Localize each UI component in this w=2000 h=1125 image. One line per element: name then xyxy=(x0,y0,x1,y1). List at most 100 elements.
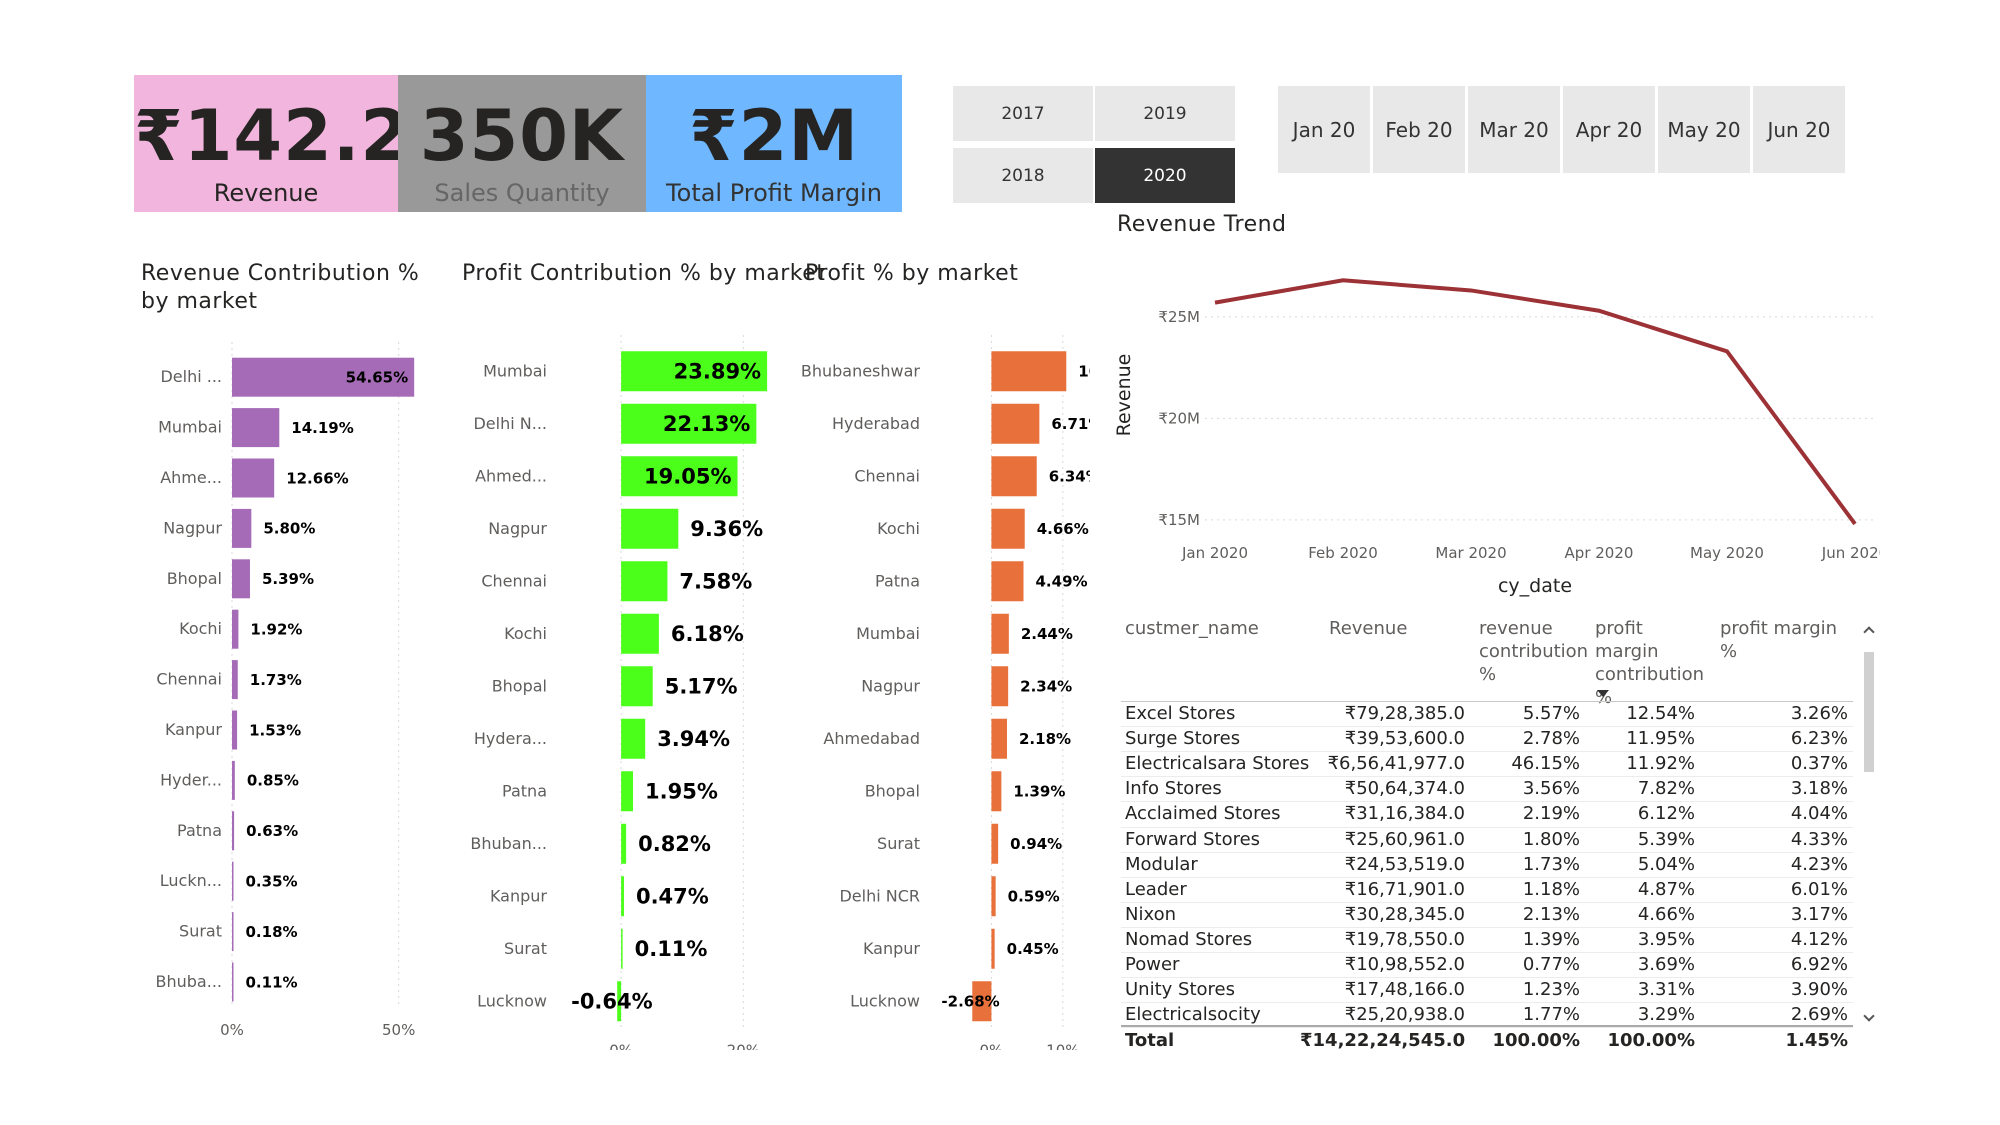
table-cell: 3.90% xyxy=(1790,979,1848,1001)
x-axis-title: cy_date xyxy=(1498,575,1572,597)
col-header-customer-name[interactable]: custmer_name xyxy=(1125,618,1259,639)
category-label: Chennai xyxy=(854,466,920,485)
table-row[interactable] xyxy=(1121,977,1853,979)
bar[interactable] xyxy=(991,508,1025,549)
bar[interactable] xyxy=(232,508,252,548)
total-cell: 100.00% xyxy=(1607,1030,1696,1051)
bar[interactable] xyxy=(232,559,250,599)
bar[interactable] xyxy=(232,458,275,498)
bar[interactable] xyxy=(621,928,623,969)
table-row[interactable] xyxy=(1121,826,1853,828)
month-button-feb[interactable]: Feb 20 xyxy=(1373,86,1465,173)
x-tick-label: 10% xyxy=(1046,1042,1079,1051)
bar[interactable] xyxy=(991,561,1024,602)
year-button-2019[interactable]: 2019 xyxy=(1095,86,1235,141)
bar[interactable] xyxy=(991,771,1002,812)
month-button-mar[interactable]: Mar 20 xyxy=(1468,86,1560,173)
scroll-up-icon[interactable] xyxy=(1863,626,1875,638)
bar[interactable] xyxy=(621,876,624,917)
bar[interactable] xyxy=(991,823,999,864)
month-button-apr[interactable]: Apr 20 xyxy=(1563,86,1655,173)
bar[interactable] xyxy=(232,710,238,750)
scrollbar-thumb[interactable] xyxy=(1864,652,1874,772)
month-button-jan[interactable]: Jan 20 xyxy=(1278,86,1370,173)
customer-name-cell: Leader xyxy=(1125,878,1187,900)
table-scrollbar[interactable] xyxy=(1862,620,1876,1030)
bar[interactable] xyxy=(991,456,1037,497)
table-row[interactable] xyxy=(1121,851,1853,853)
bar[interactable] xyxy=(232,660,238,700)
bar[interactable] xyxy=(991,928,995,969)
bar[interactable] xyxy=(991,666,1009,707)
category-label: Luckn... xyxy=(160,871,222,890)
category-label: Nagpur xyxy=(163,518,222,537)
customer-name-cell: Unity Stores xyxy=(1125,979,1235,1001)
table-row[interactable] xyxy=(1121,901,1853,903)
table-cell: 11.92% xyxy=(1626,753,1695,775)
bar[interactable] xyxy=(621,823,627,864)
x-tick-label: Apr 2020 xyxy=(1565,544,1634,562)
month-button-jun[interactable]: Jun 20 xyxy=(1753,86,1845,173)
table-row[interactable] xyxy=(1121,801,1853,803)
data-label: 1.53% xyxy=(249,721,301,739)
col-header-revenue[interactable]: Revenue xyxy=(1329,618,1408,639)
bar[interactable] xyxy=(621,456,738,497)
col-header-revenue-contribution[interactable]: revenue contribution % xyxy=(1479,618,1589,685)
bar[interactable] xyxy=(621,771,634,812)
year-button-2017[interactable]: 2017 xyxy=(953,86,1093,141)
data-label: 5.17% xyxy=(665,675,738,699)
bar[interactable] xyxy=(991,613,1009,654)
year-button-2018[interactable]: 2018 xyxy=(953,148,1093,203)
bar[interactable] xyxy=(991,876,996,917)
table-row[interactable] xyxy=(1121,926,1853,928)
category-label: Nagpur xyxy=(488,519,547,538)
bar[interactable] xyxy=(621,351,768,392)
customer-name-cell: Modular xyxy=(1125,853,1198,875)
bar[interactable] xyxy=(621,508,679,549)
table-row[interactable] xyxy=(1121,952,1853,953)
table-cell: ₹19,78,550.0 xyxy=(1344,928,1465,950)
bar[interactable] xyxy=(232,912,234,952)
table-row[interactable] xyxy=(1121,751,1853,753)
bar[interactable] xyxy=(621,666,653,707)
table-cell: 1.77% xyxy=(1522,1004,1580,1026)
table-row[interactable] xyxy=(1121,776,1853,778)
category-label: Kanpur xyxy=(863,939,920,958)
bar[interactable] xyxy=(232,861,234,901)
data-label: 0.35% xyxy=(246,872,298,890)
category-label: Nagpur xyxy=(861,676,920,695)
scroll-down-icon[interactable] xyxy=(1863,1010,1875,1022)
data-label: 6.34% xyxy=(1049,468,1090,486)
bar[interactable] xyxy=(232,609,239,649)
year-button-2020[interactable]: 2020 xyxy=(1095,148,1235,203)
bar[interactable] xyxy=(232,760,235,800)
category-label: Ahmedabad xyxy=(823,729,920,748)
kpi-card-profit-margin: ₹2M Total Profit Margin xyxy=(646,75,902,212)
table-row[interactable] xyxy=(1121,726,1853,728)
series-line[interactable] xyxy=(1214,278,1857,526)
table-cell: 0.77% xyxy=(1522,954,1580,975)
customer-name-cell: Forward Stores xyxy=(1125,828,1261,850)
bar[interactable] xyxy=(621,613,659,654)
table-cell: 5.57% xyxy=(1522,703,1580,724)
bar[interactable] xyxy=(232,811,235,851)
bar[interactable] xyxy=(617,981,622,1022)
month-button-may[interactable]: May 20 xyxy=(1658,86,1750,173)
bar[interactable] xyxy=(232,962,234,1002)
bar[interactable] xyxy=(972,981,992,1022)
col-header-profit-margin-contribution[interactable]: profit margin contribution % xyxy=(1595,618,1705,708)
bar[interactable] xyxy=(621,718,646,759)
data-label: 1.92% xyxy=(250,620,302,638)
bar[interactable] xyxy=(991,718,1007,759)
col-header-profit-margin[interactable]: profit margin % xyxy=(1720,618,1838,662)
bar[interactable] xyxy=(232,408,280,448)
bar[interactable] xyxy=(991,403,1040,444)
table-row[interactable] xyxy=(1121,876,1853,878)
bar[interactable] xyxy=(621,403,757,444)
bar[interactable] xyxy=(991,351,1067,392)
bar[interactable] xyxy=(621,561,668,602)
table-row[interactable] xyxy=(1121,1002,1853,1004)
table-row[interactable] xyxy=(1121,1027,1853,1029)
data-label: 0.85% xyxy=(247,772,299,790)
bar[interactable] xyxy=(232,357,415,397)
